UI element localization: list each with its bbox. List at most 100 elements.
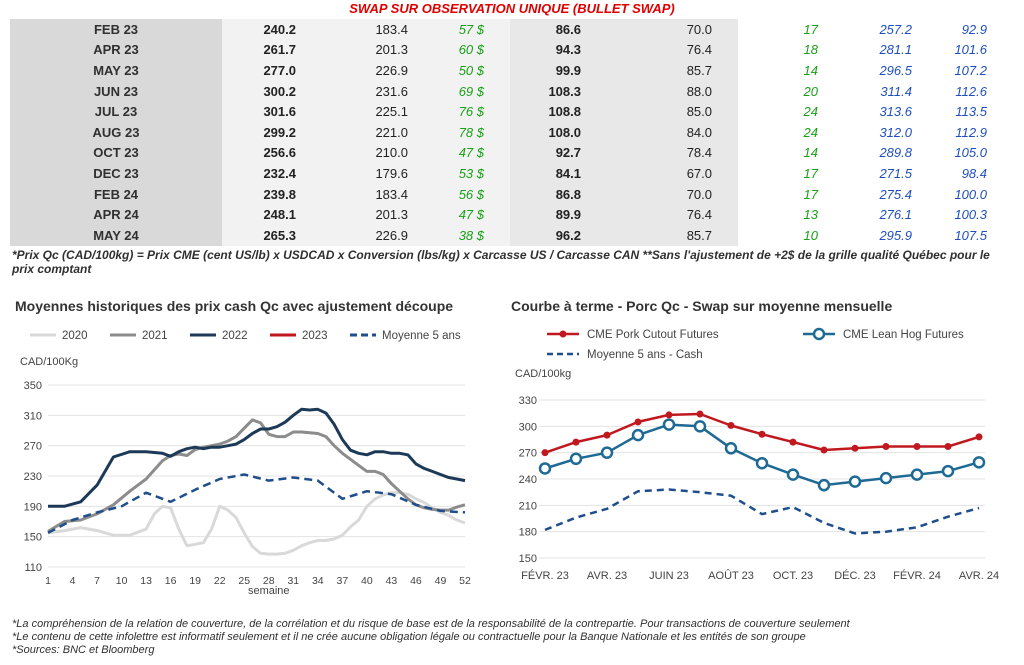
table-cell: 179.6 xyxy=(322,163,434,184)
disclaimer-hedging: *La compréhension de la relation de couv… xyxy=(12,618,850,630)
y-tick-label: 210 xyxy=(519,500,537,512)
legend-label: 2022 xyxy=(222,330,248,342)
table-cell: 85.0 xyxy=(607,101,738,122)
x-tick-label: AOÛT 23 xyxy=(708,569,754,582)
x-tick-label: 16 xyxy=(165,575,177,587)
table-cell: 276.1 xyxy=(856,204,926,225)
table-cell: 112.9 xyxy=(926,121,1013,143)
y-tick-label: 270 xyxy=(24,441,42,453)
x-tick-label: AVR. 24 xyxy=(959,570,999,582)
data-point xyxy=(693,420,707,433)
row-month-label: JUN 23 xyxy=(10,80,222,102)
table-cell: 261.7 xyxy=(222,39,322,61)
historical-prices-chart: 110 150 190 230 270 310 350 1 4 7 10 13 16 19 22 25 28 31… xyxy=(20,330,471,597)
data-point xyxy=(755,456,769,470)
x-tick-label: 46 xyxy=(410,575,422,587)
table-cell: 85.7 xyxy=(607,60,738,81)
table-cell: 239.8 xyxy=(222,183,322,205)
table-cell: 24 xyxy=(738,101,856,122)
table-cell: 101.6 xyxy=(926,39,1013,61)
data-point xyxy=(910,468,924,481)
x-tick-label: 10 xyxy=(116,575,128,587)
row-month-label: MAY 24 xyxy=(10,224,222,246)
table-cell: 47 $ xyxy=(434,142,510,164)
x-tick-label: 25 xyxy=(238,575,250,587)
table-cell: 313.6 xyxy=(856,101,926,122)
swap-table: FEB 23 240.2 183.4 57 $86.6 70.0 17 257.2 92.9 A… xyxy=(10,19,1013,246)
data-point xyxy=(879,471,893,485)
table-row: AUG 23 299.2 221.0 78 $108.0 84.0 24 312.0 112.… xyxy=(10,121,1013,143)
table-cell: 210.0 xyxy=(322,142,434,164)
disclaimer-footnotes: *La compréhension de la relation de couv… xyxy=(12,618,1012,657)
table-cell: 13 xyxy=(738,204,856,225)
y-tick-label: 240 xyxy=(519,474,537,486)
data-point xyxy=(944,443,952,451)
data-point xyxy=(727,421,735,429)
table-cell: 60 $ xyxy=(434,39,510,61)
x-tick-label: AVR. 23 xyxy=(587,570,627,582)
table-cell: 17 xyxy=(738,183,856,205)
x-tick-label: FÉVR. 23 xyxy=(521,569,569,582)
x-tick-label: 43 xyxy=(386,575,398,587)
table-cell: 107.2 xyxy=(926,60,1013,81)
data-point xyxy=(569,452,583,466)
table-cell: 275.4 xyxy=(856,183,926,205)
data-point xyxy=(882,443,890,451)
table-cell: 312.0 xyxy=(856,121,926,143)
x-tick-label: 7 xyxy=(94,575,100,587)
x-tick-label: 40 xyxy=(361,575,373,587)
legend-label: 2020 xyxy=(62,330,88,342)
table-cell: 240.2 xyxy=(222,19,322,40)
table-cell: 99.9 xyxy=(510,60,607,81)
data-point xyxy=(789,438,797,446)
table-cell: 311.4 xyxy=(856,80,926,102)
y-axis-label: CAD/100Kg xyxy=(20,356,78,368)
x-tick-label: 4 xyxy=(70,575,76,587)
row-month-label: MAY 23 xyxy=(10,60,222,81)
row-month-label: APR 24 xyxy=(10,204,222,225)
table-cell: 100.0 xyxy=(926,183,1013,205)
table-cell: 47 $ xyxy=(434,204,510,225)
table-cell: 113.5 xyxy=(926,101,1013,122)
table-cell: 232.4 xyxy=(222,163,322,184)
x-tick-label: DÉC. 23 xyxy=(834,569,876,582)
y-tick-label: 110 xyxy=(24,562,42,574)
legend-label: CME Pork Cutout Futures xyxy=(587,329,719,341)
row-month-label: FEB 24 xyxy=(10,183,222,205)
table-cell: 85.7 xyxy=(607,224,738,246)
x-tick-label: 22 xyxy=(214,575,226,587)
data-point xyxy=(758,430,766,438)
table-cell: 78.4 xyxy=(607,142,738,164)
legend-marker xyxy=(559,330,567,338)
x-axis-label: semaine xyxy=(248,585,290,597)
row-month-label: DEC 23 xyxy=(10,163,222,184)
table-cell: 84.0 xyxy=(607,121,738,143)
y-tick-label: 180 xyxy=(519,527,537,539)
table-cell: 92.7 xyxy=(510,142,607,164)
table-cell: 57 $ xyxy=(434,19,510,40)
table-row: APR 23 261.7 201.3 60 $94.3 76.4 18 281.1 101.6 xyxy=(10,39,1013,61)
data-point xyxy=(913,443,921,451)
data-point xyxy=(975,433,983,441)
table-cell: 17 xyxy=(738,19,856,40)
y-tick-label: 230 xyxy=(24,471,42,483)
disclaimer-legal: *Le contenu de cette infolettre est info… xyxy=(12,631,806,643)
table-row: JUL 23 301.6 225.1 76 $108.8 85.0 24 313.6 113.… xyxy=(10,101,1013,122)
table-cell: 70.0 xyxy=(607,183,738,205)
x-tick-label: 49 xyxy=(435,575,447,587)
table-cell: 96.2 xyxy=(510,224,607,246)
data-point xyxy=(572,438,580,446)
table-cell: 281.1 xyxy=(856,39,926,61)
data-point xyxy=(600,446,614,459)
data-point xyxy=(631,428,645,442)
table-cell: 70.0 xyxy=(607,19,738,40)
table-cell: 76.4 xyxy=(607,204,738,225)
legend-marker xyxy=(812,327,826,341)
table-cell: 301.6 xyxy=(222,101,322,122)
table-cell: 20 xyxy=(738,80,856,102)
table-cell: 67.0 xyxy=(607,163,738,184)
table-cell: 76 $ xyxy=(434,101,510,122)
data-point xyxy=(941,464,955,478)
table-row: JUN 23 300.2 231.6 69 $108.3 88.0 20 311.4 112.… xyxy=(10,80,1013,102)
table-cell: 69 $ xyxy=(434,80,510,102)
